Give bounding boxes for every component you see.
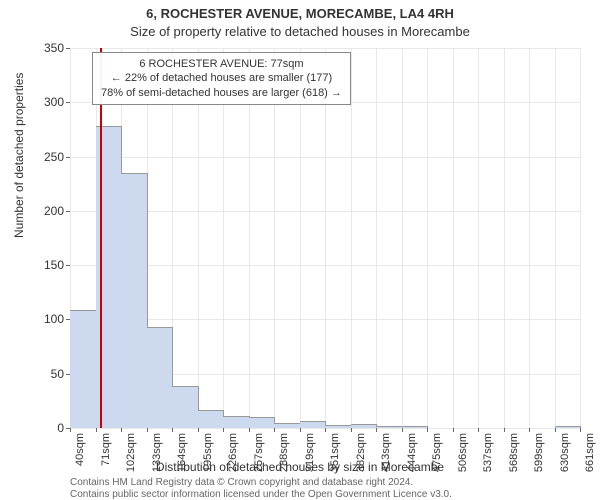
histogram-bar [555, 426, 582, 428]
x-tick-label: 133sqm [151, 433, 163, 472]
histogram-bar [325, 425, 352, 428]
x-tick-label: 444sqm [406, 433, 418, 472]
histogram-bar [402, 426, 429, 428]
x-tick-label: 71sqm [100, 433, 112, 466]
x-tick-label: 40sqm [74, 433, 86, 466]
y-tick-label: 150 [24, 258, 64, 272]
x-tick-label: 351sqm [329, 433, 341, 472]
info-box: 6 ROCHESTER AVENUE: 77sqm ← 22% of detac… [92, 52, 351, 105]
y-tick-label: 200 [24, 204, 64, 218]
plot-area [70, 48, 580, 429]
x-tick-label: 102sqm [125, 433, 137, 472]
x-tick-label: 630sqm [559, 433, 571, 472]
y-tick-label: 350 [24, 41, 64, 55]
x-tick-label: 599sqm [533, 433, 545, 472]
x-tick-label: 319sqm [304, 433, 316, 472]
footer-line-2: Contains public sector information licen… [70, 489, 452, 500]
histogram-bar [351, 424, 378, 428]
footer-line-1: Contains HM Land Registry data © Crown c… [70, 477, 413, 488]
x-tick-label: 661sqm [584, 433, 596, 472]
info-line-1: 6 ROCHESTER AVENUE: 77sqm [101, 57, 342, 71]
y-tick-label: 100 [24, 312, 64, 326]
info-line-3: 78% of semi-detached houses are larger (… [101, 86, 342, 100]
histogram-bar [172, 386, 199, 428]
y-tick-label: 300 [24, 95, 64, 109]
y-tick-label: 0 [24, 421, 64, 435]
x-tick-label: 195sqm [202, 433, 214, 472]
x-tick-label: 288sqm [278, 433, 290, 472]
info-line-2: ← 22% of detached houses are smaller (17… [101, 71, 342, 85]
histogram-bar [376, 426, 403, 428]
x-tick-label: 506sqm [457, 433, 469, 472]
histogram-bar [121, 173, 148, 428]
histogram-bar [274, 423, 301, 428]
property-marker-line [100, 48, 102, 428]
histogram-bar [147, 327, 174, 428]
histogram-bar [300, 421, 327, 429]
chart-title-sub: Size of property relative to detached ho… [0, 24, 600, 39]
y-tick-label: 250 [24, 150, 64, 164]
histogram-bar [198, 410, 225, 428]
x-tick-label: 257sqm [253, 433, 265, 472]
chart-title-main: 6, ROCHESTER AVENUE, MORECAMBE, LA4 4RH [0, 6, 600, 21]
histogram-bar [70, 310, 97, 428]
histogram-bar [249, 417, 276, 428]
x-tick-label: 382sqm [355, 433, 367, 472]
x-tick-label: 164sqm [176, 433, 188, 472]
y-tick-label: 50 [24, 367, 64, 381]
chart-container: 6, ROCHESTER AVENUE, MORECAMBE, LA4 4RH … [0, 0, 600, 500]
x-tick-label: 537sqm [482, 433, 494, 472]
x-tick-label: 226sqm [227, 433, 239, 472]
x-tick-label: 475sqm [431, 433, 443, 472]
histogram-bar [223, 416, 250, 428]
x-tick-label: 413sqm [380, 433, 392, 472]
x-tick-label: 568sqm [508, 433, 520, 472]
